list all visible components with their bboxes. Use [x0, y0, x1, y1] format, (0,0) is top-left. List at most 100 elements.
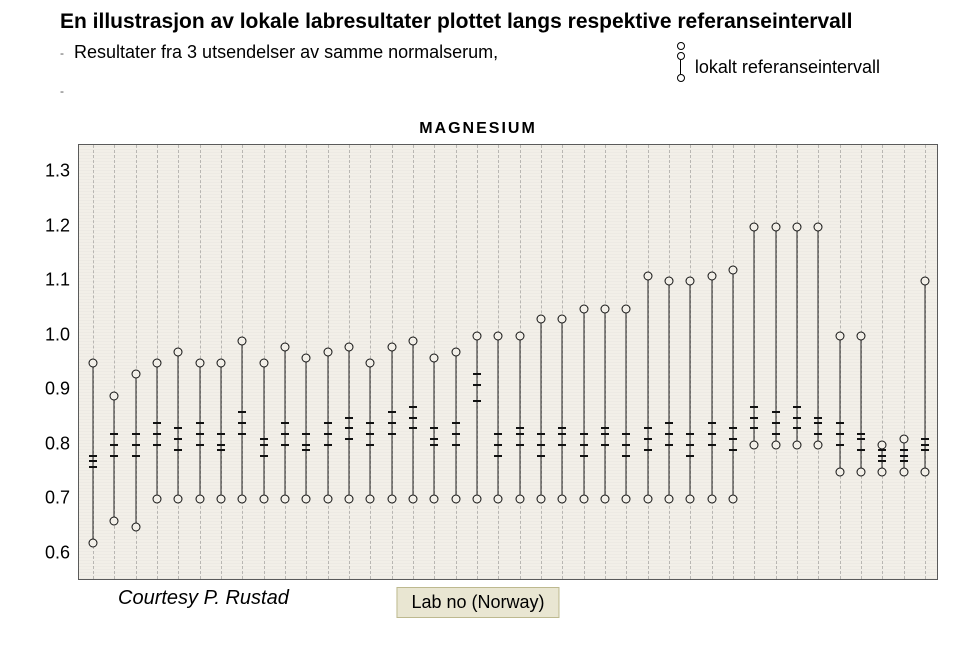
lab-column	[726, 145, 740, 579]
result-point	[558, 433, 566, 435]
reference-interval-lower-icon	[153, 495, 162, 504]
reference-interval-lower-icon	[451, 495, 460, 504]
reference-interval-lower-icon	[195, 495, 204, 504]
lab-column	[235, 145, 249, 579]
result-point	[430, 444, 438, 446]
reference-interval-lower-icon	[771, 440, 780, 449]
result-point	[217, 444, 225, 446]
y-tick-label: 1.0	[45, 324, 70, 345]
reference-interval-upper-icon	[238, 337, 247, 346]
result-point	[217, 449, 225, 451]
lab-column	[321, 145, 335, 579]
lab-column	[278, 145, 292, 579]
result-point	[644, 449, 652, 451]
scan-texture	[79, 145, 937, 579]
result-point	[601, 427, 609, 429]
result-point	[132, 433, 140, 435]
result-point	[750, 427, 758, 429]
result-point	[281, 433, 289, 435]
result-point	[793, 406, 801, 408]
result-point	[814, 422, 822, 424]
result-point	[174, 427, 182, 429]
lab-column	[683, 145, 697, 579]
lab-column	[491, 145, 505, 579]
result-point	[388, 422, 396, 424]
legend-row-points	[677, 42, 880, 50]
reference-interval-bar	[263, 363, 264, 499]
lab-column	[555, 145, 569, 579]
result-point	[921, 438, 929, 440]
lab-column	[385, 145, 399, 579]
result-point	[174, 449, 182, 451]
reference-interval-bar	[477, 336, 478, 500]
lab-column	[513, 145, 527, 579]
reference-interval-upper-icon	[302, 353, 311, 362]
result-point	[452, 444, 460, 446]
result-point	[857, 449, 865, 451]
plot-area	[78, 144, 938, 580]
result-point	[750, 406, 758, 408]
reference-interval-upper-icon	[153, 359, 162, 368]
result-point	[409, 417, 417, 419]
reference-interval-lower-icon	[345, 495, 354, 504]
reference-interval-bar	[178, 352, 179, 499]
result-point	[708, 422, 716, 424]
lab-column	[918, 145, 932, 579]
reference-interval-upper-icon	[174, 348, 183, 357]
reference-interval-upper-icon	[345, 342, 354, 351]
result-point	[153, 444, 161, 446]
lab-column	[811, 145, 825, 579]
result-point	[238, 433, 246, 435]
result-point	[260, 438, 268, 440]
result-point	[836, 444, 844, 446]
lab-column	[214, 145, 228, 579]
result-point	[324, 444, 332, 446]
result-point	[580, 444, 588, 446]
reference-interval-lower-icon	[323, 495, 332, 504]
result-point	[814, 417, 822, 419]
reference-interval-upper-icon	[217, 359, 226, 368]
result-point	[537, 433, 545, 435]
chart: MAGNESIUM 0.60.70.80.91.01.11.21.3 Court…	[18, 120, 938, 620]
result-point	[878, 449, 886, 451]
reference-interval-lower-icon	[899, 468, 908, 477]
reference-interval-lower-icon	[217, 495, 226, 504]
reference-interval-upper-icon	[473, 331, 482, 340]
result-point	[686, 444, 694, 446]
result-point	[430, 438, 438, 440]
reference-interval-upper-icon	[131, 369, 140, 378]
result-point	[302, 433, 310, 435]
result-point	[622, 433, 630, 435]
reference-interval-lower-icon	[473, 495, 482, 504]
result-point	[921, 449, 929, 451]
reference-interval-bar	[839, 336, 840, 472]
result-point	[622, 444, 630, 446]
reference-interval-upper-icon	[921, 277, 930, 286]
result-point	[153, 433, 161, 435]
reference-interval-lower-icon	[665, 495, 674, 504]
result-point	[686, 455, 694, 457]
result-point	[558, 444, 566, 446]
reference-interval-lower-icon	[857, 468, 866, 477]
result-point	[622, 455, 630, 457]
result-point	[110, 444, 118, 446]
result-point	[409, 427, 417, 429]
reference-interval-lower-icon	[238, 495, 247, 504]
subtitle-row: - Resultater fra 3 utsendelser av samme …	[60, 42, 940, 82]
result-point	[900, 460, 908, 462]
reference-interval-upper-icon	[323, 348, 332, 357]
lab-column	[854, 145, 868, 579]
reference-interval-lower-icon	[174, 495, 183, 504]
result-point	[302, 449, 310, 451]
result-point	[345, 438, 353, 440]
result-point	[601, 444, 609, 446]
reference-interval-upper-icon	[707, 271, 716, 280]
result-point	[89, 455, 97, 457]
reference-interval-bar	[327, 352, 328, 499]
legend: lokalt referanseintervall	[677, 42, 880, 82]
reference-interval-lower-icon	[750, 440, 759, 449]
result-point	[900, 455, 908, 457]
lab-column	[150, 145, 164, 579]
result-point	[132, 455, 140, 457]
reference-interval-upper-icon	[387, 342, 396, 351]
